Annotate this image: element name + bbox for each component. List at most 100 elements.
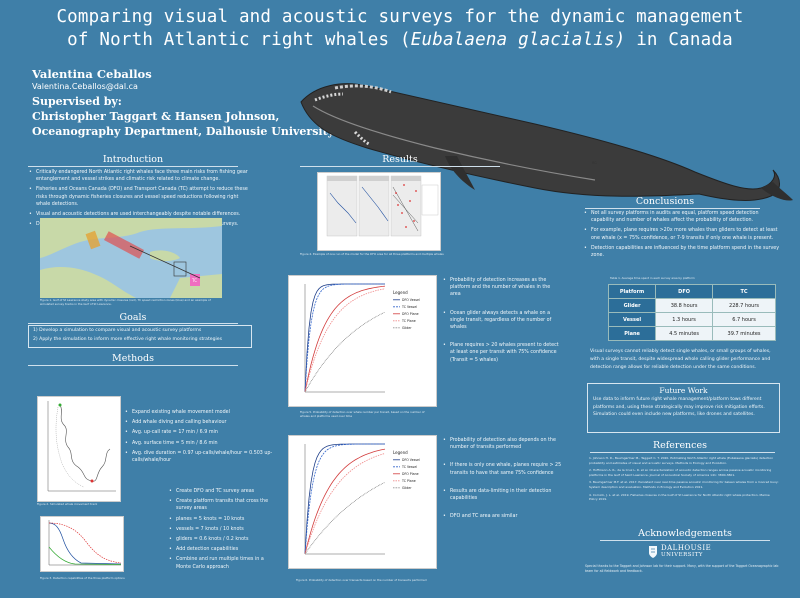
poster-title: Comparing visual and acoustic surveys fo…: [0, 6, 800, 52]
conclusions-bullet: For example, plane requires >20x more wh…: [583, 227, 781, 241]
title-line-1: Comparing visual and acoustic surveys fo…: [56, 7, 744, 27]
goal-item: 1) Develop a simulation to compare visua…: [33, 328, 202, 333]
results-bullet: Plane requires > 20 whales present to de…: [442, 342, 562, 364]
future-work-text: Use data to inform future right whale ma…: [593, 397, 765, 418]
legend-entry: DFO Vessel: [402, 298, 420, 302]
results-heading: Results: [382, 154, 418, 165]
methods-bullets-2: Create DFO and TC survey areas Create pl…: [168, 488, 278, 574]
methods-bullet: vessels = 7 knots / 10 knots: [168, 526, 278, 533]
detection-vs-whales-figure: Legend DFO Vessel TC Vessel DFO Plane TC Pla…: [288, 275, 437, 407]
goal-item: 2) Apply the simulation to inform more e…: [33, 337, 223, 342]
reference-item: 4. Cornick, J. L. et al. 2019. Fisheries…: [589, 492, 770, 502]
detection-vs-transits-figure: Legend DFO Vessel TC Vessel DFO Plane TC Pla…: [288, 435, 437, 569]
legend-title: Legend: [393, 450, 408, 455]
supervised-by: Supervised by:: [32, 95, 122, 108]
legend-entry: TC Vessel: [401, 465, 417, 469]
methods-bullet: Avg. surface time = 5 min / 8.6 min: [124, 440, 274, 447]
acknowledgements-divider: [600, 540, 770, 541]
reference-item: 1. Johnson H. D., Baumgartner M., Taggar…: [589, 456, 774, 465]
methods-bullet: Create platform transits that cross the …: [168, 498, 278, 512]
conclusions-paragraph: Visual surveys cannot reliably detect si…: [590, 349, 771, 370]
affiliation: Oceanography Department, Dalhousie Unive…: [32, 125, 335, 138]
intro-bullet: Critically endangered North Atlantic rig…: [28, 169, 253, 183]
methods-bullet: Create DFO and TC survey areas: [168, 488, 278, 495]
methods-bullet: gliders = 0.6 knots / 0.2 knots: [168, 536, 278, 543]
series-line: [304, 443, 385, 555]
map-caption: Figure 1. Gulf of St Lawrence study area…: [40, 298, 211, 306]
fig5-caption: Figure 5. Probability of detection over …: [300, 410, 425, 418]
legend-title: Legend: [393, 290, 408, 295]
table-cell: 228.7 hours: [712, 298, 776, 313]
whale-track-figure: [37, 396, 121, 502]
future-work-box: Future Work Use data to inform future ri…: [587, 383, 780, 433]
table-cell: 38.8 hours: [655, 298, 714, 313]
intro-heading: Introduction: [102, 154, 164, 165]
model-run-figure: [317, 172, 441, 251]
future-work-heading: Future Work: [659, 386, 708, 395]
table-header-row: Platform DFO TC: [607, 284, 776, 299]
table-cell: 6.7 hours: [712, 312, 776, 327]
goals-box: 1) Develop a simulation to compare visua…: [28, 325, 252, 348]
results-bullet: Ocean glider always detects a whale on a…: [442, 310, 562, 332]
results-bullet: Probability of detection also depends on…: [442, 437, 562, 451]
conclusions-bullets: Not all survey platforms in audits are e…: [583, 210, 781, 262]
goals-heading: Goals: [119, 312, 147, 323]
legend-entry: Glider: [402, 486, 412, 490]
reference-item: 3. Baumgartner M.F. et al. 2017. Persist…: [589, 480, 779, 489]
methods-divider: [28, 365, 238, 366]
references-divider: [590, 452, 775, 453]
methods-bullet: Expand existing whale movement model: [124, 409, 274, 416]
legend-entry: TC Vessel: [401, 305, 417, 309]
methods-bullet: Avg. up-call rate = 17 min / 6.9 min: [124, 429, 274, 436]
table-header: TC: [712, 284, 776, 299]
fig6-caption: Figure 6. Probability of detection over …: [296, 578, 427, 582]
table-cell: Vessel: [607, 312, 657, 327]
methods-bullets: Expand existing whale movement model Add…: [124, 409, 274, 467]
table-header: Platform: [607, 284, 657, 299]
legend-entry: TC Plane: [401, 479, 416, 483]
results-bullet: Results are data-limiting in their detec…: [442, 488, 562, 502]
methods-bullet: Add whale diving and calling behaviour: [124, 419, 274, 426]
series-line: [304, 453, 386, 555]
dalhousie-wordmark-2: UNIVERSITY: [661, 552, 703, 558]
supervisors: Christopher Taggart & Hansen Johnson,: [32, 110, 280, 123]
fig3-caption: Figure 3. Detection capabilities of the …: [40, 576, 125, 580]
table-cell: 39.7 minutes: [712, 326, 776, 341]
legend-entry: TC Plane: [401, 319, 416, 323]
series-line: [304, 283, 385, 393]
results-bullet: Probability of detection increases as th…: [442, 277, 562, 299]
illustration-signature: RC: [592, 161, 597, 165]
table-row: Plane 4.5 minutes 39.7 minutes: [607, 326, 776, 341]
study-area-map: TC: [40, 218, 222, 298]
fig4-caption: Figure 4. Example of one run of the mode…: [300, 252, 444, 256]
series-line: [304, 283, 385, 393]
conclusions-heading: Conclusions: [635, 196, 695, 207]
results-bullets: Probability of detection increases as th…: [442, 277, 562, 367]
series-line: [304, 288, 386, 393]
fig2-caption: Figure 2. Simulated whale movement track: [37, 502, 98, 506]
methods-bullet: Add detection capabilities: [168, 546, 278, 553]
table-row: Vessel 1.3 hours 6.7 hours: [607, 312, 776, 327]
series-line: [304, 481, 386, 555]
detection-time-table: Platform DFO TC Glider 38.8 hours 228.7 …: [607, 284, 776, 341]
results-bullet: DFO and TC area are similar: [442, 513, 562, 520]
table-cell: Plane: [607, 326, 657, 341]
acknowledgements-heading: Acknowledgements: [638, 528, 732, 539]
legend-entry: Glider: [402, 326, 412, 330]
references-list: 1. Johnson H. D., Baumgartner M., Taggar…: [589, 456, 779, 502]
results-divider: [300, 166, 500, 167]
reference-item: 2. Hoffmann A. R., de la Cruz L. R. et a…: [589, 468, 772, 477]
table-cell: 4.5 minutes: [655, 326, 714, 341]
species-name: Eubalaena glacialis): [410, 30, 626, 50]
acknowledgements-text: Special thanks to the Taggart and Johnso…: [585, 564, 779, 573]
series-line: [304, 443, 385, 555]
legend-entry: DFO Plane: [402, 312, 419, 316]
intro-bullet: Fisheries and Oceans Canada (DFO) and Tr…: [28, 186, 253, 208]
legend-entry: DFO Plane: [402, 472, 419, 476]
conclusions-bullet: Not all survey platforms in audits are e…: [583, 210, 781, 224]
author-name: Valentina Ceballos: [32, 67, 152, 81]
methods-bullet: planes = 5 knots = 10 knots: [168, 516, 278, 523]
title-line-2-post: in Canada: [625, 30, 733, 50]
title-line-2: of North Atlantic right whales (Eubalaen…: [0, 29, 800, 52]
series-line: [304, 311, 386, 393]
